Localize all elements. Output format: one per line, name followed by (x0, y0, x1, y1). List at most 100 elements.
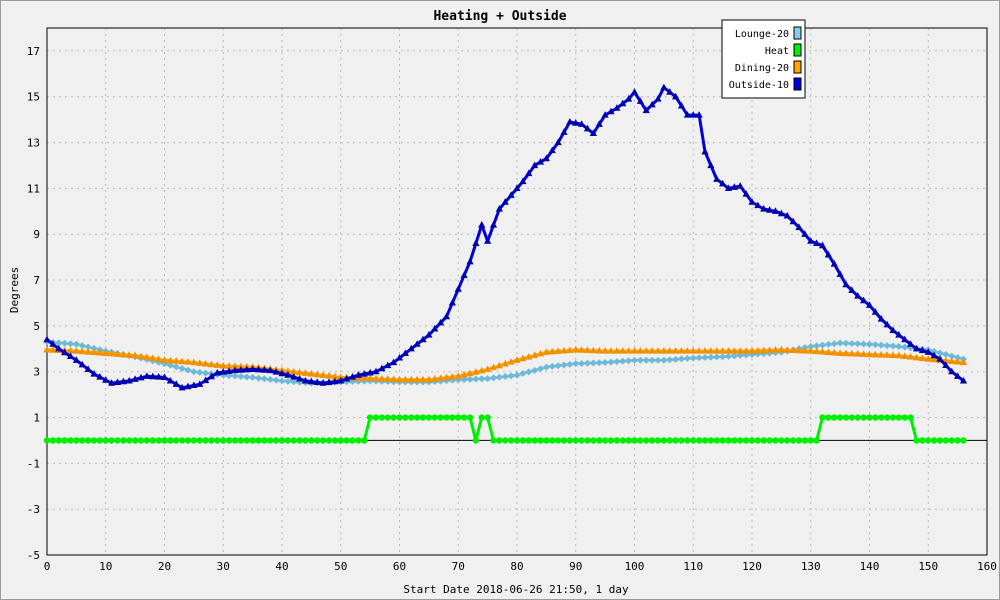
data-point (531, 366, 539, 374)
data-point (865, 350, 874, 358)
data-point (742, 190, 750, 197)
data-point (72, 356, 80, 363)
data-point (202, 359, 210, 367)
data-point (701, 437, 709, 444)
legend-swatch (793, 26, 802, 40)
x-tick-label: 20 (158, 560, 171, 573)
data-point (390, 375, 398, 383)
data-point (190, 437, 198, 444)
data-point (560, 437, 568, 444)
data-point (495, 361, 503, 369)
legend-swatch (793, 43, 802, 57)
data-point (660, 437, 668, 444)
data-point (730, 352, 738, 360)
data-point (378, 375, 386, 382)
legend: Lounge-20 Heat Dining-20 Outside-10 (721, 19, 806, 99)
data-point (672, 347, 680, 354)
data-point (84, 347, 92, 355)
data-point (507, 191, 515, 198)
legend-swatch (793, 60, 802, 74)
data-point (954, 437, 961, 444)
y-tick-label: -3 (27, 503, 40, 516)
data-point (678, 437, 685, 444)
data-point (231, 372, 239, 380)
data-point (748, 437, 756, 444)
data-point (478, 375, 486, 383)
data-point (166, 376, 174, 384)
data-point (554, 347, 562, 354)
data-point (807, 342, 815, 350)
data-point (907, 353, 915, 360)
data-point (184, 358, 192, 365)
data-point (912, 344, 921, 352)
data-point (319, 379, 327, 386)
data-point (654, 95, 662, 102)
data-point (190, 358, 198, 366)
x-tick-label: 80 (510, 560, 523, 573)
data-point (836, 349, 844, 356)
legend-label: Outside-10 (729, 80, 789, 91)
data-point (719, 437, 726, 444)
data-point (460, 414, 468, 421)
data-point (677, 347, 686, 354)
data-point (748, 347, 756, 354)
data-point (678, 355, 685, 363)
data-point (108, 379, 116, 386)
data-point (566, 437, 574, 444)
data-point (865, 301, 874, 308)
data-point (302, 437, 309, 444)
data-point (490, 374, 497, 382)
data-point (502, 437, 509, 444)
data-point (431, 375, 439, 382)
data-point (572, 360, 580, 368)
data-point (666, 88, 674, 95)
data-point (143, 372, 151, 379)
data-point (731, 437, 738, 444)
data-point (601, 347, 609, 354)
data-point (307, 377, 315, 385)
data-point (683, 111, 691, 118)
data-point (625, 95, 633, 102)
data-point (366, 414, 374, 421)
data-point (113, 350, 122, 357)
y-tick-label: -1 (27, 457, 40, 470)
data-point (672, 437, 679, 444)
y-tick-label: 1 (33, 412, 40, 425)
data-point (901, 335, 909, 343)
data-point (637, 437, 644, 444)
data-point (654, 356, 662, 364)
data-point (478, 414, 485, 421)
data-point (290, 437, 297, 444)
data-point (184, 437, 192, 444)
data-point (225, 367, 233, 374)
data-point (883, 342, 891, 350)
data-point (61, 339, 69, 347)
data-point (801, 437, 809, 444)
data-point (90, 437, 98, 444)
data-point (778, 437, 785, 444)
data-point (237, 373, 245, 381)
x-tick-label: 120 (742, 560, 762, 573)
data-point (442, 373, 451, 381)
data-point (813, 342, 821, 350)
data-point (313, 378, 321, 385)
data-point (866, 340, 873, 348)
data-point (725, 437, 732, 444)
data-point (190, 381, 198, 389)
data-point (413, 414, 421, 421)
data-point (419, 335, 427, 343)
data-point (854, 414, 861, 421)
data-point (760, 205, 768, 212)
data-point (766, 346, 774, 353)
data-point (178, 437, 186, 444)
data-point (337, 437, 344, 444)
data-point (889, 326, 897, 334)
data-point (366, 368, 374, 376)
data-point (737, 437, 744, 444)
series-outside-10 (43, 83, 968, 391)
data-point (930, 437, 938, 444)
data-point (126, 437, 133, 444)
data-point (660, 347, 668, 354)
data-point (78, 360, 86, 368)
plot-area (46, 27, 988, 556)
